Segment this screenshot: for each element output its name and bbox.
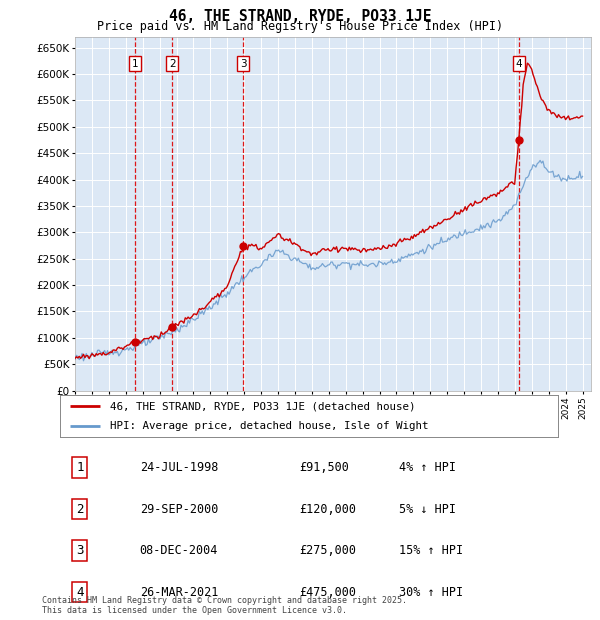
Text: 5% ↓ HPI: 5% ↓ HPI <box>398 503 455 515</box>
Text: 30% ↑ HPI: 30% ↑ HPI <box>398 586 463 598</box>
Text: Price paid vs. HM Land Registry's House Price Index (HPI): Price paid vs. HM Land Registry's House … <box>97 20 503 33</box>
Text: £91,500: £91,500 <box>299 461 349 474</box>
Text: 2: 2 <box>76 503 83 515</box>
Text: 24-JUL-1998: 24-JUL-1998 <box>140 461 218 474</box>
Text: £275,000: £275,000 <box>299 544 356 557</box>
Text: 4% ↑ HPI: 4% ↑ HPI <box>398 461 455 474</box>
Text: 46, THE STRAND, RYDE, PO33 1JE (detached house): 46, THE STRAND, RYDE, PO33 1JE (detached… <box>110 401 415 411</box>
Text: 08-DEC-2004: 08-DEC-2004 <box>140 544 218 557</box>
Text: £120,000: £120,000 <box>299 503 356 515</box>
Text: 1: 1 <box>76 461 83 474</box>
Text: 29-SEP-2000: 29-SEP-2000 <box>140 503 218 515</box>
Text: 46, THE STRAND, RYDE, PO33 1JE: 46, THE STRAND, RYDE, PO33 1JE <box>169 9 431 24</box>
Text: 4: 4 <box>76 586 83 598</box>
Text: 3: 3 <box>76 544 83 557</box>
Text: 2: 2 <box>169 58 176 69</box>
Text: 3: 3 <box>239 58 247 69</box>
Text: 26-MAR-2021: 26-MAR-2021 <box>140 586 218 598</box>
Text: 15% ↑ HPI: 15% ↑ HPI <box>398 544 463 557</box>
Text: £475,000: £475,000 <box>299 586 356 598</box>
Text: 4: 4 <box>515 58 522 69</box>
Text: Contains HM Land Registry data © Crown copyright and database right 2025.
This d: Contains HM Land Registry data © Crown c… <box>42 596 407 615</box>
Text: HPI: Average price, detached house, Isle of Wight: HPI: Average price, detached house, Isle… <box>110 421 428 431</box>
Text: 1: 1 <box>132 58 139 69</box>
